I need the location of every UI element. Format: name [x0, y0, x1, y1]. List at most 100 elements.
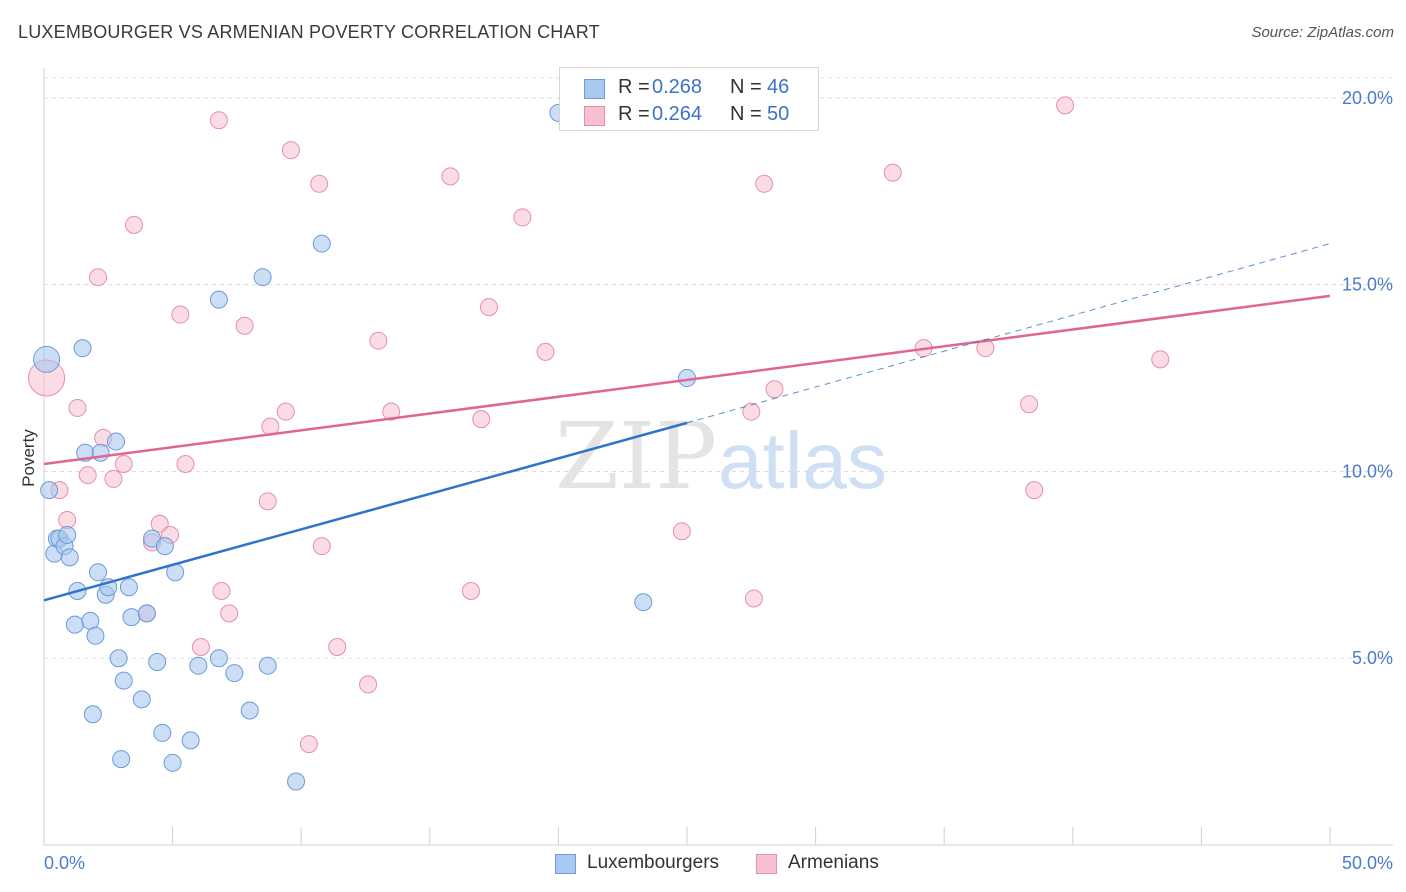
armenians-point	[472, 410, 491, 429]
luxembourgers-point	[107, 432, 126, 451]
luxembourgers-point	[155, 537, 174, 556]
y-tick-label: 5.0%	[1352, 648, 1393, 668]
luxembourgers-point	[109, 649, 128, 668]
armenians-point	[150, 514, 169, 533]
armenians-point	[1025, 481, 1044, 500]
armenians-point	[220, 604, 239, 623]
luxembourgers-point	[209, 290, 228, 309]
luxembourgers-point	[287, 772, 306, 791]
axes	[43, 68, 1393, 846]
armenians-point	[513, 208, 532, 227]
luxembourgers-point	[253, 268, 272, 287]
armenians-point	[209, 111, 228, 130]
luxembourgers-trend-line	[43, 421, 688, 602]
armenians-point	[235, 316, 254, 335]
luxembourgers-point	[81, 611, 100, 630]
luxembourgers-point	[132, 690, 151, 709]
armenians-point	[755, 174, 774, 193]
legend-r-label: R =	[618, 103, 650, 125]
armenians-point	[536, 342, 555, 361]
luxembourgers-point	[181, 731, 200, 750]
luxembourgers-point	[58, 525, 77, 544]
luxembourgers-point	[73, 339, 92, 358]
armenians-point	[883, 163, 902, 182]
luxembourgers-point	[65, 615, 84, 634]
luxembourgers-point	[225, 664, 244, 683]
armenians-point	[68, 398, 87, 417]
legend-n-value: 50	[767, 103, 790, 125]
luxembourgers-point	[40, 481, 59, 500]
y-tick-label: 15.0%	[1342, 275, 1393, 295]
luxembourgers-point	[86, 626, 105, 645]
legend-n-value: 46	[767, 76, 790, 98]
armenians-point	[212, 581, 231, 600]
source-note: Source: ZipAtlas.com	[1251, 24, 1394, 41]
armenians-point	[125, 215, 144, 234]
armenians-point	[258, 492, 277, 511]
armenians-point	[461, 581, 480, 600]
luxembourgers-point	[189, 656, 208, 675]
legend-n-label: N =	[730, 103, 762, 125]
y-tick-labels: 5.0% 10.0% 15.0% 20.0%	[1342, 88, 1393, 668]
y-tick-label: 20.0%	[1342, 88, 1393, 108]
legend-r-value: 0.264	[652, 103, 703, 125]
armenians-point	[312, 537, 331, 556]
luxembourgers-point	[163, 753, 182, 772]
armenians-point	[479, 298, 498, 317]
armenians-point	[281, 141, 300, 160]
legend-r-label: R =	[618, 76, 650, 98]
legend-n-label: N =	[730, 76, 762, 98]
series-swatch-blue	[555, 854, 576, 874]
armenians-point	[171, 305, 190, 324]
luxembourgers-point	[91, 443, 110, 462]
armenians-point	[78, 466, 97, 485]
luxembourgers-point	[148, 652, 167, 671]
armenians-point	[299, 735, 318, 754]
armenians-point	[1151, 350, 1170, 369]
grid-lines	[44, 77, 1393, 659]
armenians-point	[369, 331, 388, 350]
watermark: ZIP atlas	[555, 403, 887, 510]
luxembourgers-trend-extension	[686, 243, 1331, 424]
luxembourgers-point	[33, 345, 61, 373]
armenians-point	[310, 174, 329, 193]
y-axis-label: Poverty	[19, 429, 38, 487]
luxembourgers-points	[33, 103, 696, 791]
luxembourgers-point	[634, 593, 653, 612]
luxembourgers-point	[240, 701, 259, 720]
x-tick-labels: 0.0% 50.0%	[44, 853, 1393, 873]
correlation-legend: R = 0.268 N = 46 R = 0.264 N = 50	[559, 67, 819, 131]
luxembourgers-point	[209, 649, 228, 668]
luxembourgers-point	[122, 608, 141, 627]
armenians-point	[765, 380, 784, 399]
armenians-point	[672, 522, 691, 541]
armenians-point	[114, 454, 133, 473]
legend-swatch-pink	[584, 106, 605, 126]
armenians-point	[744, 589, 763, 608]
luxembourgers-point	[137, 604, 156, 623]
luxembourgers-point	[89, 563, 108, 582]
luxembourgers-point	[153, 723, 172, 742]
armenians-point	[382, 402, 401, 421]
series-swatch-pink	[756, 854, 777, 874]
armenians-point	[441, 167, 460, 186]
armenians-point	[104, 469, 123, 488]
armenians-point	[1020, 395, 1039, 414]
luxembourgers-point	[112, 750, 131, 769]
watermark-atlas: atlas	[718, 416, 887, 505]
chart-title: LUXEMBOURGER VS ARMENIAN POVERTY CORRELA…	[18, 22, 600, 42]
armenians-point	[328, 638, 347, 657]
armenians-point	[1056, 96, 1075, 115]
legend-r-value: 0.268	[652, 76, 703, 98]
luxembourgers-point	[83, 705, 102, 724]
armenians-point	[276, 402, 295, 421]
x-tick-label: 50.0%	[1342, 853, 1393, 873]
luxembourgers-point	[60, 548, 79, 567]
legend-swatch-blue	[584, 79, 605, 99]
luxembourgers-point	[114, 671, 133, 690]
armenians-points	[28, 96, 1170, 754]
armenians-point	[89, 268, 108, 287]
armenians-point	[359, 675, 378, 694]
x-tick-label: 0.0%	[44, 853, 85, 873]
